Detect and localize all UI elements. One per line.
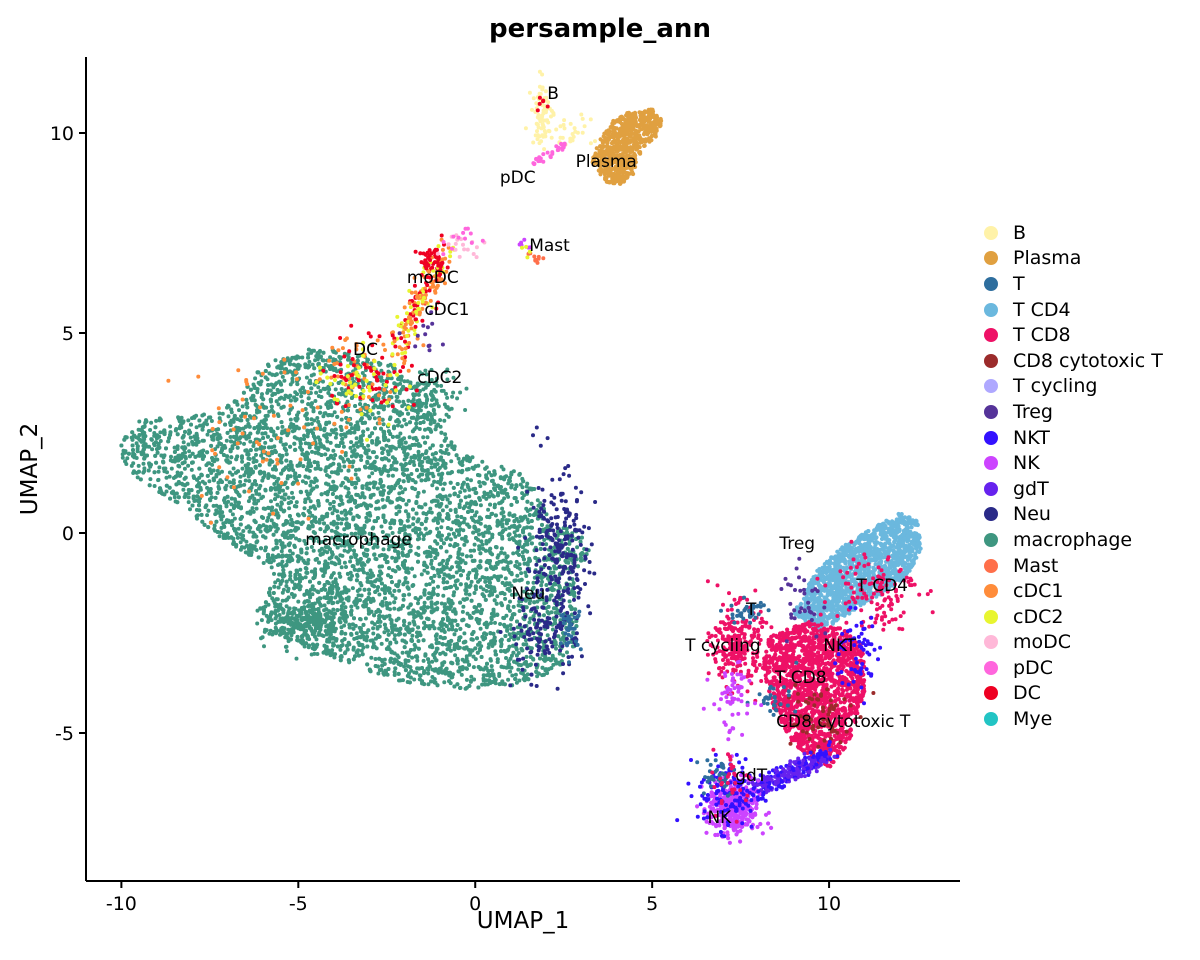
x-tick-label: 0 (469, 893, 481, 915)
legend-swatch (984, 404, 998, 419)
x-tick-label: 5 (646, 893, 658, 915)
legend-label: NKT (1013, 426, 1050, 449)
legend-item: macrophage (984, 527, 1163, 553)
legend-label: T cycling (1013, 375, 1098, 398)
legend-swatch (984, 532, 998, 547)
legend-swatch (984, 609, 998, 624)
legend-item: Neu (984, 502, 1163, 528)
cluster-label: gdT (735, 766, 768, 786)
x-tick-label: 10 (817, 893, 841, 915)
y-axis-label: UMAP_2 (17, 422, 43, 516)
cluster-label: Plasma (576, 152, 637, 172)
legend-swatch (984, 430, 998, 445)
legend-label: Neu (1013, 503, 1051, 526)
legend-swatch (984, 660, 998, 675)
cluster-label: CD8 cytotoxic T (776, 712, 911, 732)
legend-swatch (984, 328, 998, 343)
legend-item: Plasma (984, 246, 1163, 272)
legend-label: DC (1013, 682, 1041, 705)
x-tick-label: -10 (106, 893, 137, 915)
x-axis-label: UMAP_1 (476, 908, 570, 934)
legend-item: cDC1 (984, 578, 1163, 604)
cluster-label: NK (707, 808, 732, 828)
legend-swatch (984, 481, 998, 496)
cluster-label: T CD4 (855, 576, 908, 596)
legend-swatch (984, 558, 998, 573)
legend-item: Mye (984, 706, 1163, 732)
legend-label: pDC (1013, 656, 1053, 679)
axes (85, 57, 960, 882)
legend-swatch (984, 379, 998, 394)
legend-swatch (984, 353, 998, 368)
legend-label: gdT (1013, 477, 1049, 500)
cluster-labels: B Plasma pDC Mast moDC cDC1 DC cDC2 macrophage Ne… (305, 84, 911, 828)
legend-label: macrophage (1013, 528, 1133, 551)
legend-label: T CD4 (1013, 298, 1071, 321)
legend-label: Mast (1013, 554, 1059, 577)
legend-label: cDC2 (1013, 605, 1064, 628)
cluster-label: macrophage (305, 530, 412, 550)
cluster-label: T cycling (684, 636, 761, 656)
legend-label: cDC1 (1013, 580, 1064, 603)
cluster-label: Mast (529, 236, 570, 256)
y-tick-label: 10 (50, 123, 74, 145)
cluster-label: DC (353, 340, 378, 360)
legend-item: NKT (984, 425, 1163, 451)
legend-item: Mast (984, 553, 1163, 579)
legend-swatch (984, 276, 998, 291)
legend-item: CD8 cytotoxic T (984, 348, 1163, 374)
legend-item: T (984, 271, 1163, 297)
legend-item: NK (984, 450, 1163, 476)
x-tick-label: -5 (289, 893, 308, 915)
legend-label: B (1013, 221, 1027, 244)
legend-label: moDC (1013, 631, 1072, 654)
y-tick-label: -5 (55, 723, 74, 745)
cluster-label: T (745, 600, 757, 620)
cluster-label: moDC (407, 268, 459, 288)
legend-label: NK (1013, 452, 1040, 475)
cluster-label: cDC1 (424, 300, 469, 320)
cluster-label: T CD8 (774, 668, 827, 688)
legend-label: T (1013, 272, 1025, 295)
legend-swatch (984, 635, 998, 650)
legend-swatch (984, 584, 998, 599)
point-cloud (119, 69, 935, 845)
legend-swatch (984, 251, 998, 266)
legend-label: Plasma (1013, 247, 1082, 270)
legend-item: pDC (984, 655, 1163, 681)
legend-item: gdT (984, 476, 1163, 502)
cluster-label: cDC2 (417, 368, 462, 388)
legend-item: Treg (984, 399, 1163, 425)
legend-item: DC (984, 681, 1163, 707)
y-tick-label: 0 (62, 523, 74, 545)
legend-label: CD8 cytotoxic T (1013, 349, 1163, 372)
cluster-label: NKT (823, 636, 857, 656)
legend-swatch (984, 712, 998, 727)
cluster-label: Neu (511, 584, 545, 604)
chart-title: persample_ann (489, 14, 711, 44)
y-tick-label: 5 (62, 323, 74, 345)
legend-label: T CD8 (1013, 324, 1071, 347)
legend-item: T cycling (984, 374, 1163, 400)
legend-item: moDC (984, 630, 1163, 656)
cluster-label: Treg (778, 534, 815, 554)
legend-swatch (984, 225, 998, 240)
legend-swatch (984, 302, 998, 317)
legend-item: T CD8 (984, 322, 1163, 348)
legend-item: cDC2 (984, 604, 1163, 630)
legend-swatch (984, 686, 998, 701)
cluster-label: B (547, 84, 559, 104)
legend-item: B (984, 220, 1163, 246)
legend: B Plasma T T CD4 T CD8 CD8 cytotoxic T T cycli… (984, 220, 1163, 732)
legend-item: T CD4 (984, 297, 1163, 323)
cluster-label: pDC (500, 168, 536, 188)
legend-label: Treg (1013, 400, 1053, 423)
legend-swatch (984, 456, 998, 471)
legend-label: Mye (1013, 708, 1053, 731)
legend-swatch (984, 507, 998, 522)
